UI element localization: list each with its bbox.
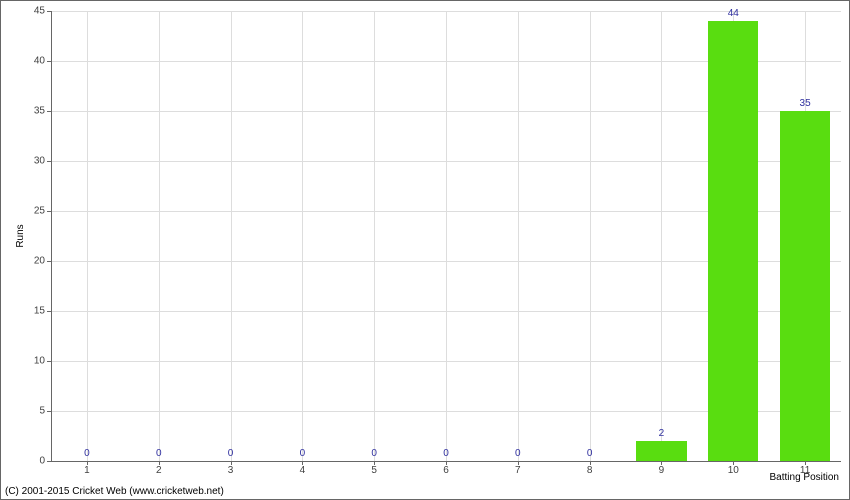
grid-line-v xyxy=(661,11,662,461)
y-tick-label: 40 xyxy=(34,56,51,67)
grid-line-v xyxy=(231,11,232,461)
bar-value-label: 0 xyxy=(228,448,234,459)
bar-value-label: 0 xyxy=(84,448,90,459)
grid-line-v xyxy=(159,11,160,461)
y-tick-label: 45 xyxy=(34,6,51,17)
x-tick-label: 4 xyxy=(300,461,306,476)
grid-line-v xyxy=(446,11,447,461)
y-axis-label: Runs xyxy=(15,224,26,247)
grid-line-v xyxy=(87,11,88,461)
x-tick-label: 6 xyxy=(443,461,449,476)
bar-value-label: 0 xyxy=(515,448,521,459)
y-tick-label: 0 xyxy=(39,456,51,467)
bar-value-label: 0 xyxy=(443,448,449,459)
bar-value-label: 35 xyxy=(800,98,811,109)
chart-container: 0510152025303540451020304050607080921044… xyxy=(0,0,850,500)
y-tick-label: 10 xyxy=(34,356,51,367)
x-axis-line xyxy=(51,461,841,462)
x-tick-label: 7 xyxy=(515,461,521,476)
grid-line-v xyxy=(374,11,375,461)
x-tick-label: 1 xyxy=(84,461,90,476)
x-tick-label: 3 xyxy=(228,461,234,476)
y-tick-label: 5 xyxy=(39,406,51,417)
y-tick-label: 35 xyxy=(34,106,51,117)
bar-value-label: 2 xyxy=(659,428,665,439)
y-tick-label: 25 xyxy=(34,206,51,217)
x-tick-label: 8 xyxy=(587,461,593,476)
y-tick-label: 30 xyxy=(34,156,51,167)
bar xyxy=(780,111,830,461)
bar xyxy=(708,21,758,461)
x-tick-label: 2 xyxy=(156,461,162,476)
x-tick-label: 10 xyxy=(728,461,739,476)
footer-copyright: (C) 2001-2015 Cricket Web (www.cricketwe… xyxy=(5,486,224,497)
y-tick-label: 20 xyxy=(34,256,51,267)
bar-value-label: 0 xyxy=(587,448,593,459)
grid-line-v xyxy=(518,11,519,461)
bar-value-label: 0 xyxy=(371,448,377,459)
bar-value-label: 44 xyxy=(728,8,739,19)
grid-line-v xyxy=(590,11,591,461)
x-axis-label: Batting Position xyxy=(770,472,840,483)
bar xyxy=(636,441,686,461)
bar-value-label: 0 xyxy=(156,448,162,459)
y-axis-line xyxy=(51,11,52,461)
x-tick-label: 5 xyxy=(371,461,377,476)
x-tick-label: 9 xyxy=(659,461,665,476)
bar-value-label: 0 xyxy=(300,448,306,459)
plot-area: 0510152025303540451020304050607080921044… xyxy=(51,11,841,461)
y-tick-label: 15 xyxy=(34,306,51,317)
grid-line-v xyxy=(302,11,303,461)
